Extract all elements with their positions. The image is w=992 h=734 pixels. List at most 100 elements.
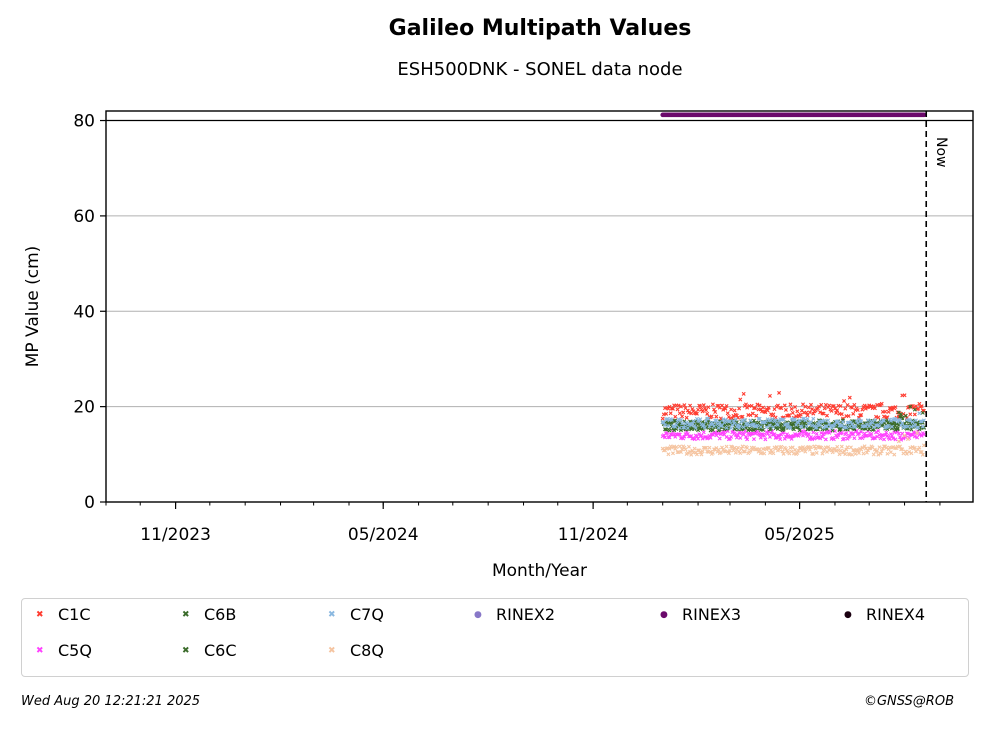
data-point (660, 416, 665, 421)
data-point (888, 450, 893, 455)
data-point (700, 449, 705, 454)
data-point (827, 421, 832, 426)
legend-label: C5Q (58, 641, 92, 660)
axes: 0 20 40 60 80 11/2023 05/2024 11/2024 05/2025 Mon… (23, 110, 974, 581)
data-point (767, 423, 772, 428)
data-point (921, 418, 926, 423)
data-point (777, 390, 782, 395)
data-point (830, 450, 835, 455)
data-point (718, 423, 723, 428)
data-point (921, 443, 926, 448)
data-point (748, 418, 753, 423)
data-point (852, 436, 857, 441)
legend-item-rinex3: ● RINEX3 (660, 605, 741, 624)
data-point (905, 431, 910, 436)
data-point (733, 417, 738, 422)
data-point (883, 409, 888, 414)
data-point (872, 435, 877, 440)
data-point (741, 449, 746, 454)
data-point (704, 445, 709, 450)
data-point (788, 426, 793, 430)
data-point (725, 411, 730, 416)
data-point (864, 450, 869, 455)
data-point (886, 423, 891, 428)
data-point (755, 402, 760, 407)
data-point (846, 414, 851, 419)
data-point (726, 451, 731, 456)
data-point (714, 418, 719, 423)
data-point (707, 424, 712, 429)
data-point (738, 451, 743, 456)
data-point (871, 404, 876, 409)
legend-item-c7q: ✖ C7Q (328, 605, 384, 624)
data-point (899, 412, 904, 417)
data-point (793, 447, 798, 452)
data-point (738, 435, 743, 440)
data-point (886, 409, 891, 414)
data-point (908, 404, 913, 409)
data-point (692, 446, 697, 451)
data-point (826, 418, 831, 423)
legend-item-rinex4: ● RINEX4 (844, 605, 925, 624)
data-point (861, 451, 866, 456)
data-point (862, 421, 867, 426)
data-point (677, 411, 682, 416)
data-point (867, 424, 872, 429)
data-point (701, 403, 706, 408)
data-point (839, 423, 844, 428)
data-point (875, 448, 880, 453)
data-point (712, 407, 717, 412)
data-point (859, 447, 864, 452)
data-point (871, 452, 876, 457)
data-point (920, 424, 925, 429)
legend-item-c1c: ✖ C1C (36, 605, 91, 624)
data-point (822, 418, 827, 423)
data-point (698, 404, 703, 409)
data-point (680, 414, 685, 419)
y-tick-label: 60 (73, 207, 95, 227)
data-point (809, 419, 813, 424)
series-c1c (660, 390, 926, 421)
data-point (879, 449, 884, 454)
data-point (664, 411, 669, 416)
data-point (674, 422, 679, 427)
data-point (733, 450, 738, 455)
data-point (779, 444, 784, 449)
data-point (729, 426, 734, 431)
data-point (911, 405, 916, 410)
data-point (666, 452, 671, 457)
data-point (723, 417, 728, 422)
data-point (795, 409, 800, 414)
data-point (723, 406, 728, 411)
data-point (667, 446, 672, 451)
data-point (832, 406, 837, 411)
x-tick-label: 11/2023 (140, 525, 211, 545)
data-point (884, 445, 889, 450)
data-point (708, 449, 713, 454)
data-point (683, 447, 688, 452)
data-point (874, 430, 879, 435)
data-point (819, 402, 824, 407)
data-point (835, 408, 840, 413)
x-tick-label: 11/2024 (558, 525, 629, 545)
y-tick-label: 40 (73, 302, 95, 322)
data-point (675, 419, 680, 424)
data-point (675, 450, 680, 455)
data-point (811, 416, 816, 421)
data-point (757, 403, 762, 408)
data-point (842, 436, 847, 441)
data-point (717, 436, 722, 441)
data-point (917, 445, 922, 450)
legend-marker-icon: ● (474, 609, 482, 620)
legend: ✖ C1C ✖ C6B ✖ C7Q ● RINEX2 ● RINEX3 ● RINEX4 ✖ C5Q ✖ C6… (21, 598, 969, 677)
data-point (903, 413, 908, 418)
data-point (793, 405, 798, 409)
data-point (728, 448, 733, 453)
data-point (909, 451, 914, 456)
data-point (666, 424, 671, 429)
data-point (678, 417, 683, 422)
credit: ©GNSS@ROB (863, 694, 954, 709)
data-point (831, 437, 836, 442)
data-point (921, 432, 926, 437)
legend-label: RINEX3 (682, 605, 742, 624)
